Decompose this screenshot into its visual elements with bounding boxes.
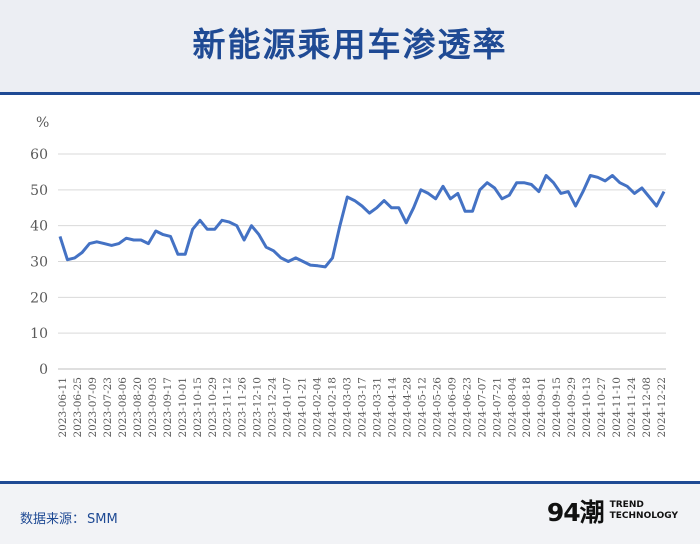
x-tick-label: 2023-11-26: [237, 377, 249, 438]
x-tick-label: 2023-08-06: [117, 377, 129, 438]
x-tick-label: 2024-05-26: [431, 377, 443, 438]
x-tick-label: 2023-07-09: [87, 377, 99, 438]
x-tick-label: 2024-04-28: [401, 377, 413, 438]
x-tick-label: 2024-08-04: [506, 377, 518, 438]
x-tick-label: 2023-09-17: [162, 377, 174, 438]
brand-line-1: TREND: [609, 500, 644, 510]
y-tick-label: 20: [30, 290, 48, 306]
y-tick-label: 0: [39, 362, 48, 378]
x-tick-label: 2024-06-09: [446, 377, 458, 438]
x-tick-label: 2023-10-01: [177, 377, 189, 438]
brand-text: TREND TECHNOLOGY: [610, 500, 678, 522]
source-value: SMM: [87, 512, 118, 527]
x-tick-label: 2024-02-18: [327, 377, 339, 438]
x-tick-label: 2023-09-03: [147, 377, 159, 438]
series-line: [58, 174, 666, 269]
x-tick-label: 2024-10-27: [596, 377, 608, 438]
y-tick-label: 50: [30, 183, 48, 199]
x-tick-label: 2024-08-18: [521, 377, 533, 438]
data-source: 数据来源： SMM: [20, 508, 118, 527]
x-tick-label: 2024-01-07: [282, 377, 294, 438]
page-title: 新能源乘用车渗透率: [192, 25, 508, 64]
y-tick-label: 40: [30, 219, 48, 235]
y-tick-label: 30: [30, 255, 48, 271]
x-tick-label: 2024-07-21: [491, 377, 503, 438]
title-banner: [0, 0, 700, 92]
x-tick-label: 2024-05-12: [416, 377, 428, 438]
x-tick-labels: 2023-06-11 2023-06-25 2023-07-09 2023-07-23…: [57, 377, 668, 438]
y-tick-label: 60: [30, 147, 48, 163]
x-tick-label: 2024-07-07: [476, 377, 488, 438]
x-tick-label: 2024-03-17: [357, 377, 369, 438]
x-tick-label: 2023-10-29: [207, 377, 219, 438]
x-tick-label: 2024-12-22: [656, 377, 668, 438]
x-tick-label: 2024-09-01: [536, 377, 548, 438]
x-tick-label: 2024-02-04: [312, 377, 324, 438]
top-divider: [0, 92, 700, 95]
brand-line-2: TECHNOLOGY: [609, 511, 678, 521]
bottom-divider: [0, 481, 700, 484]
x-tick-label: 2024-03-31: [371, 377, 383, 438]
x-tick-label: 2023-06-25: [72, 377, 84, 438]
x-tick-label: 2024-11-10: [611, 377, 623, 438]
y-tick-labels: 0 10 20 30 40 50 60: [30, 147, 48, 378]
x-tick-label: 2024-09-15: [551, 377, 563, 438]
x-tick-label: 2023-06-11: [57, 377, 69, 438]
grid-lines: [58, 153, 666, 370]
x-tick-label: 2024-11-24: [626, 377, 638, 438]
x-tick-label: 2023-07-23: [102, 377, 114, 438]
x-tick-label: 2023-12-10: [252, 377, 264, 438]
y-axis-label: %: [36, 115, 49, 131]
footer-bar: [0, 484, 700, 544]
x-tick-label: 2024-01-21: [297, 377, 309, 438]
x-tick-label: 2024-10-13: [581, 377, 593, 438]
x-tick-label: 2024-12-08: [641, 377, 653, 438]
brand-logo: 94潮 TREND TECHNOLOGY: [547, 494, 678, 528]
y-tick-label: 10: [30, 326, 48, 342]
brand-mark: 94潮: [546, 498, 605, 527]
x-tick-label: 2024-09-29: [566, 377, 578, 438]
x-tick-label: 2024-04-14: [386, 377, 398, 438]
x-tick-label: 2023-10-15: [192, 377, 204, 438]
x-tick-label: 2023-11-12: [222, 377, 234, 438]
x-tick-label: 2024-06-23: [461, 377, 473, 438]
x-tick-label: 2023-08-20: [132, 377, 144, 438]
source-label: 数据来源：: [20, 512, 86, 527]
x-tick-label: 2024-03-03: [342, 377, 354, 438]
x-tick-label: 2023-12-24: [267, 377, 279, 438]
